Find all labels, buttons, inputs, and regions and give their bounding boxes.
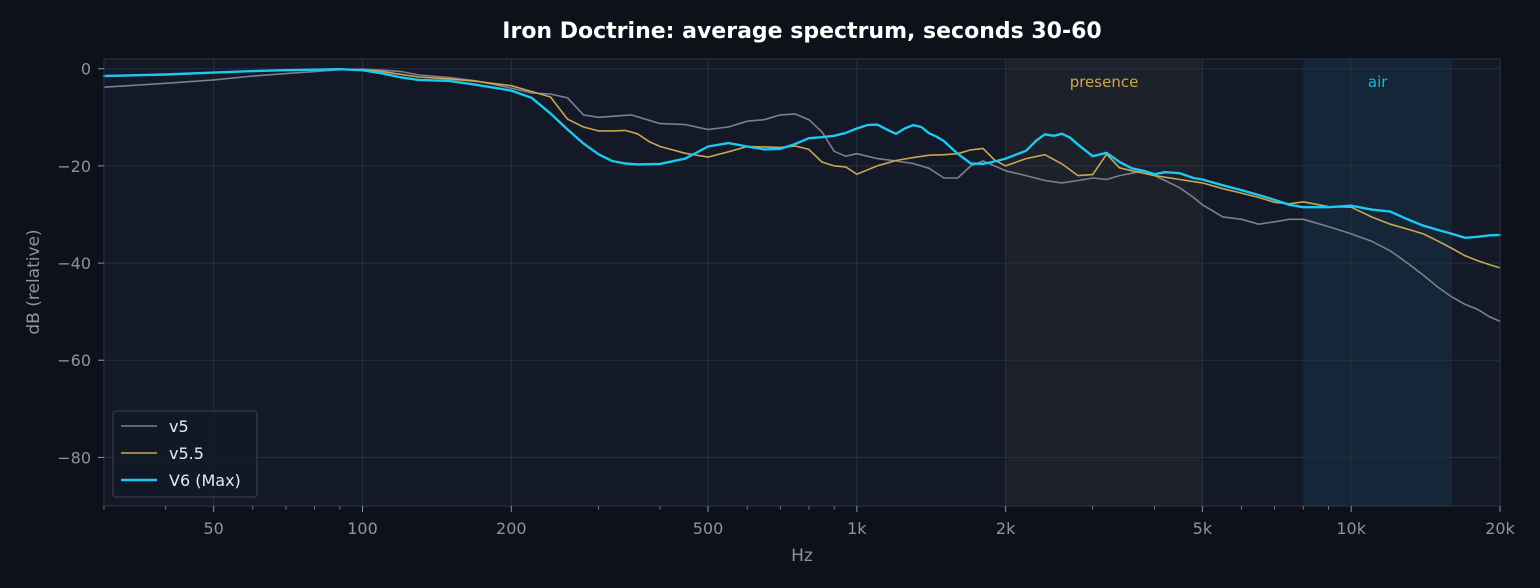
x-tick-label: 200 bbox=[496, 519, 527, 538]
series-line-v5-5 bbox=[103, 68, 1501, 269]
x-tick-label: 500 bbox=[693, 519, 724, 538]
frequency-bands: presence air bbox=[1005, 59, 1453, 506]
y-tick-label: −20 bbox=[57, 157, 91, 176]
x-tick-label: 1k bbox=[847, 519, 867, 538]
y-tick-label: −80 bbox=[57, 448, 91, 467]
legend-box bbox=[112, 410, 258, 498]
plot-frame bbox=[103, 58, 1501, 507]
series-line-v6-max bbox=[102, 67, 1502, 240]
grid-lines bbox=[104, 59, 1501, 506]
legend: v5 v5.5 V6 (Max) bbox=[112, 410, 258, 498]
x-tick-label: 50 bbox=[203, 519, 223, 538]
plot-background bbox=[104, 59, 1500, 506]
x-tick-label: 100 bbox=[347, 519, 378, 538]
y-axis-ticks: 0 −20 −40 −60 −80 bbox=[57, 60, 104, 467]
band-presence bbox=[1005, 59, 1203, 506]
band-label-presence: presence bbox=[1070, 73, 1139, 91]
band-label-air: air bbox=[1368, 73, 1388, 91]
y-tick-label: −60 bbox=[57, 351, 91, 370]
x-tick-label: 10k bbox=[1336, 519, 1366, 538]
x-axis-label: Hz bbox=[791, 546, 813, 566]
y-tick-label: −40 bbox=[57, 254, 91, 273]
legend-label: v5.5 bbox=[169, 444, 204, 463]
legend-label: v5 bbox=[169, 417, 189, 436]
x-tick-label: 2k bbox=[996, 519, 1016, 538]
y-axis-label: dB (relative) bbox=[24, 229, 44, 334]
legend-label: V6 (Max) bbox=[169, 471, 241, 490]
band-air bbox=[1303, 59, 1453, 506]
x-axis-ticks: 50 100 200 500 1k 2k 5k 10k 20k bbox=[103, 506, 1516, 538]
x-tick-label: 5k bbox=[1193, 519, 1213, 538]
chart-title: Iron Doctrine: average spectrum, seconds… bbox=[502, 19, 1101, 44]
x-tick-label: 20k bbox=[1485, 519, 1515, 538]
y-tick-label: 0 bbox=[81, 60, 91, 79]
series-lines bbox=[102, 67, 1502, 323]
